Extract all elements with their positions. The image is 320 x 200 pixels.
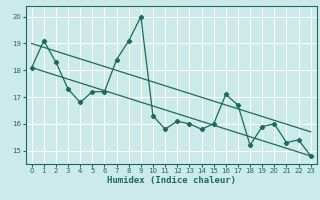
X-axis label: Humidex (Indice chaleur): Humidex (Indice chaleur) xyxy=(107,176,236,185)
